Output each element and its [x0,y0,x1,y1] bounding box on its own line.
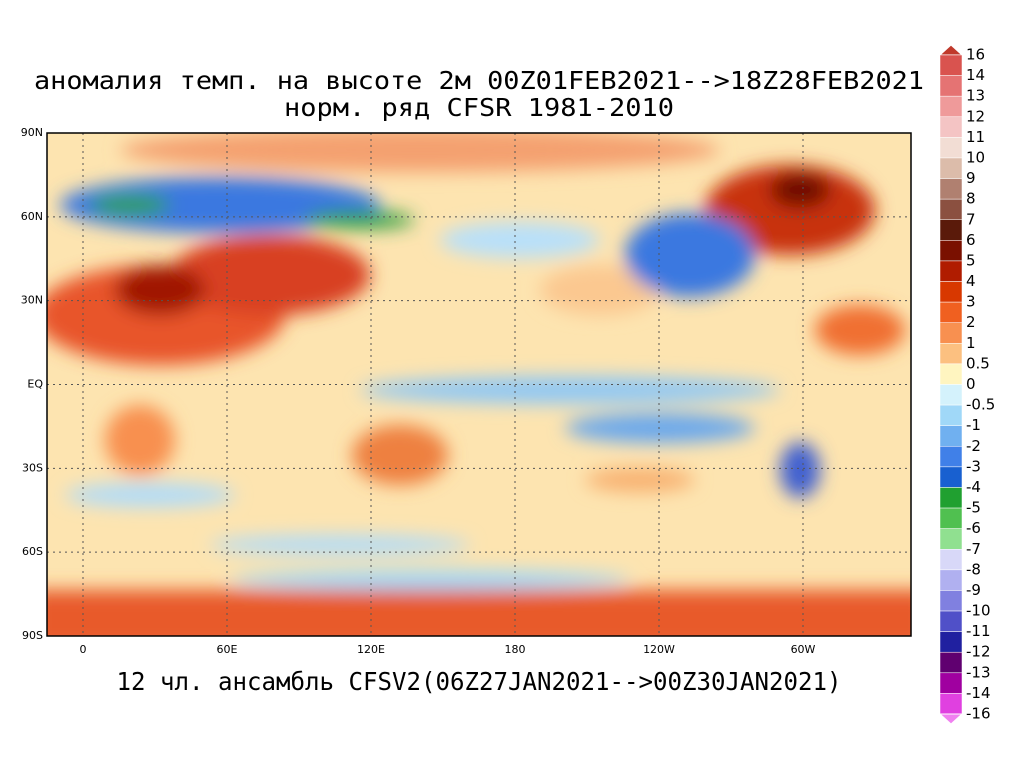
colorbar-label: 0.5 [966,354,990,372]
colorbar-label: -3 [966,457,981,475]
colorbar-label: -14 [966,684,991,702]
colorbar-label: 2 [966,313,976,331]
colorbar-label: -0.5 [966,396,995,414]
y-tick-label: EQ [27,378,43,391]
x-tick-label: 0 [80,643,87,656]
colorbar-label: -1 [966,416,981,434]
colorbar-label: 8 [966,190,976,208]
colorbar-box [939,466,963,488]
colorbar-box [939,672,963,694]
colorbar-box [939,590,963,612]
colorbar-label: -2 [966,437,981,455]
map-frame [46,132,912,637]
colorbar-box [939,281,963,303]
colorbar-box [939,446,963,468]
colorbar-label: 0 [966,375,976,393]
colorbar-label: 11 [966,128,985,146]
colorbar-label: 9 [966,169,976,187]
colorbar-box [939,507,963,529]
colorbar-box [939,425,963,447]
x-tick-label: 120E [357,643,385,656]
colorbar-box [939,301,963,323]
colorbar-label: 1 [966,334,976,352]
colorbar-box [939,549,963,571]
colorbar-box [939,75,963,97]
colorbar-label: 16 [966,46,985,64]
colorbar-label: 7 [966,210,976,228]
colorbar-box [939,363,963,385]
colorbar-label: -11 [966,622,991,640]
colorbar-label: -9 [966,581,981,599]
colorbar-box [939,610,963,632]
x-tick-label: 120W [643,643,675,656]
colorbar-label: -8 [966,560,981,578]
colorbar-box [939,260,963,282]
y-tick-label: 30N [21,294,43,307]
y-tick-label: 60N [21,210,43,223]
colorbar-box [939,384,963,406]
y-tick-label: 30S [22,461,43,474]
colorbar-label: -10 [966,602,991,620]
x-tick-label: 180 [505,643,526,656]
colorbar-label: 3 [966,293,976,311]
colorbar-box [939,631,963,653]
colorbar-box [939,240,963,262]
colorbar-label: -7 [966,540,981,558]
colorbar-box [939,528,963,550]
y-tick-label: 90S [22,629,43,642]
anomaly-field [47,133,911,636]
colorbar-label: 14 [966,66,985,84]
colorbar-box [939,651,963,674]
subtitle: норм. ряд CFSR 1981-2010 [284,93,674,122]
x-tick-label: 60E [217,643,238,656]
y-tick-label: 90N [21,126,43,139]
colorbar-box [939,693,963,715]
colorbar-label: 10 [966,148,985,166]
colorbar-label: -5 [966,499,981,517]
colorbar-label: 13 [966,87,985,105]
colorbar-box [939,178,963,200]
colorbar-label: -6 [966,519,981,537]
colorbar-box [939,157,963,179]
colorbar-label: -16 [966,705,991,723]
colorbar-label: 6 [966,231,976,249]
colorbar-label: -12 [966,643,991,661]
colorbar-box [939,487,963,509]
colorbar-box [939,198,963,220]
colorbar-box [939,116,963,138]
colorbar-label: -13 [966,663,991,681]
title: аномалия темп. на высоте 2м 00Z01FEB2021… [34,66,924,95]
y-tick-label: 60S [22,545,43,558]
colorbar-box [939,54,963,76]
colorbar-box [939,322,963,344]
colorbar-box [939,137,963,159]
colorbar-end [938,44,964,56]
colorbar-box [939,404,963,426]
caption: 12 чл. ансамбль CFSV2(06Z27JAN2021-->00Z… [117,667,842,696]
colorbar-label: -4 [966,478,981,496]
colorbar-label: 4 [966,272,976,290]
colorbar-label: 12 [966,107,985,125]
x-tick-label: 60W [791,643,816,656]
colorbar-end [938,713,964,725]
colorbar-box [939,343,963,365]
colorbar-box [939,95,963,118]
colorbar-box [939,219,963,241]
colorbar-label: 5 [966,251,976,269]
colorbar-box [939,569,963,591]
